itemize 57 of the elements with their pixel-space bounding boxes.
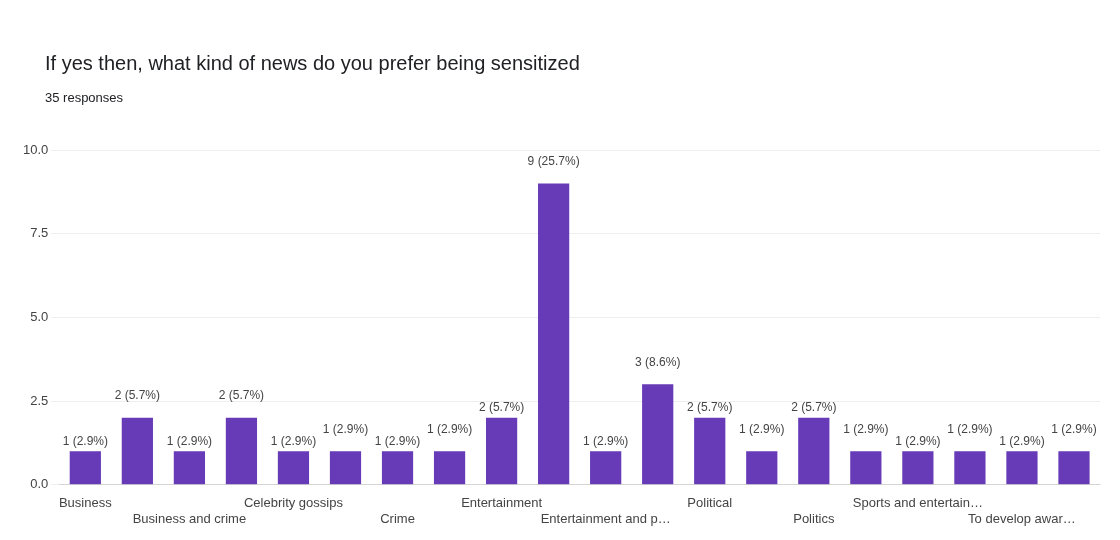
data-label: 1 (2.9%): [426, 421, 473, 436]
x-tick-label: Politics: [793, 510, 835, 526]
data-label: 9 (25.7%): [527, 153, 580, 168]
chart-subtitle: 35 responses: [45, 90, 124, 105]
data-label: 1 (2.9%): [739, 421, 785, 436]
bar: [277, 451, 310, 485]
data-label: 2 (5.7%): [478, 400, 525, 415]
bar: [694, 417, 726, 485]
data-label: 1 (2.9%): [322, 421, 369, 436]
bar: [485, 417, 518, 485]
bar: [121, 417, 153, 485]
bar: [381, 451, 414, 485]
bar: [433, 451, 466, 485]
data-label: 2 (5.7%): [218, 388, 265, 403]
data-label: 1 (2.9%): [374, 433, 421, 448]
data-label: 1 (2.9%): [947, 421, 993, 436]
bar: [1058, 451, 1090, 485]
x-tick-label: Political: [687, 495, 733, 511]
data-label: 2 (5.7%): [114, 388, 161, 403]
data-label: 1 (2.9%): [1051, 421, 1097, 436]
data-label: 1 (2.9%): [270, 433, 317, 448]
x-tick-label: Business: [58, 495, 113, 511]
bar: [69, 451, 101, 485]
x-tick-label: Celebrity gossips: [243, 495, 344, 511]
bar: [850, 451, 882, 485]
bar: [1006, 451, 1038, 485]
bar: [225, 417, 258, 485]
bar: [173, 451, 205, 485]
data-label: 1 (2.9%): [62, 433, 108, 448]
chart-title: If yes then, what kind of news do you prefer being sensitized: [45, 52, 580, 75]
data-label: 1 (2.9%): [895, 433, 941, 448]
bar: [902, 451, 934, 485]
bar: [642, 384, 674, 485]
y-tick-label: 0.0: [30, 476, 49, 492]
data-label: 2 (5.7%): [687, 400, 733, 415]
bar: [329, 451, 362, 485]
bar: [798, 417, 830, 485]
bar: [538, 183, 570, 485]
data-label: 1 (2.9%): [166, 433, 213, 448]
data-label: 1 (2.9%): [843, 421, 889, 436]
bar: [746, 451, 778, 485]
bar: [590, 451, 622, 485]
bar: [954, 451, 986, 485]
x-tick-label: To develop awar…: [968, 510, 1076, 526]
x-tick-label: Business and crime: [132, 510, 247, 526]
x-tick-label: Entertainment and p…: [540, 510, 671, 526]
data-label: 3 (8.6%): [635, 354, 681, 369]
x-tick-label: Entertainment: [461, 495, 543, 511]
y-tick-label: 10.0: [22, 141, 49, 157]
y-tick-label: 5.0: [30, 308, 49, 324]
data-label: 1 (2.9%): [999, 433, 1045, 448]
x-tick-label: Crime: [380, 510, 415, 526]
y-tick-label: 7.5: [30, 225, 49, 241]
data-label: 1 (2.9%): [582, 433, 629, 448]
data-label: 2 (5.7%): [791, 400, 837, 415]
x-tick-label: Sports and entertain…: [852, 495, 983, 511]
y-tick-label: 2.5: [30, 392, 49, 408]
